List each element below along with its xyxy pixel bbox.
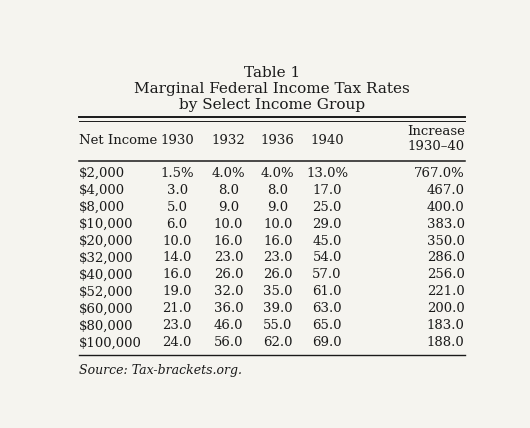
Text: by Select Income Group: by Select Income Group <box>179 98 365 112</box>
Text: 467.0: 467.0 <box>427 184 465 196</box>
Text: $40,000: $40,000 <box>78 268 133 282</box>
Text: Increase: Increase <box>407 125 465 138</box>
Text: 55.0: 55.0 <box>263 319 293 332</box>
Text: 3.0: 3.0 <box>166 184 188 196</box>
Text: 4.0%: 4.0% <box>261 167 295 180</box>
Text: 24.0: 24.0 <box>163 336 192 349</box>
Text: 6.0: 6.0 <box>166 217 188 231</box>
Text: 183.0: 183.0 <box>427 319 465 332</box>
Text: $4,000: $4,000 <box>78 184 125 196</box>
Text: 16.0: 16.0 <box>214 235 243 247</box>
Text: Net Income: Net Income <box>78 134 157 147</box>
Text: 4.0%: 4.0% <box>211 167 245 180</box>
Text: 286.0: 286.0 <box>427 252 465 265</box>
Text: 200.0: 200.0 <box>427 302 465 315</box>
Text: 16.0: 16.0 <box>162 268 192 282</box>
Text: 26.0: 26.0 <box>263 268 293 282</box>
Text: 45.0: 45.0 <box>312 235 342 247</box>
Text: 1940: 1940 <box>310 134 344 147</box>
Text: $32,000: $32,000 <box>78 252 133 265</box>
Text: 188.0: 188.0 <box>427 336 465 349</box>
Text: 8.0: 8.0 <box>267 184 288 196</box>
Text: $2,000: $2,000 <box>78 167 125 180</box>
Text: 1930: 1930 <box>160 134 194 147</box>
Text: 17.0: 17.0 <box>312 184 342 196</box>
Text: 35.0: 35.0 <box>263 285 293 298</box>
Text: 9.0: 9.0 <box>218 201 239 214</box>
Text: $80,000: $80,000 <box>78 319 133 332</box>
Text: 39.0: 39.0 <box>263 302 293 315</box>
Text: Source: Tax-brackets.org.: Source: Tax-brackets.org. <box>78 364 242 377</box>
Text: 221.0: 221.0 <box>427 285 465 298</box>
Text: 383.0: 383.0 <box>427 217 465 231</box>
Text: 14.0: 14.0 <box>163 252 192 265</box>
Text: 1930–40: 1930–40 <box>408 140 465 153</box>
Text: $8,000: $8,000 <box>78 201 125 214</box>
Text: 1932: 1932 <box>211 134 245 147</box>
Text: 21.0: 21.0 <box>163 302 192 315</box>
Text: 23.0: 23.0 <box>263 252 293 265</box>
Text: 23.0: 23.0 <box>162 319 192 332</box>
Text: 57.0: 57.0 <box>312 268 342 282</box>
Text: $100,000: $100,000 <box>78 336 142 349</box>
Text: 54.0: 54.0 <box>312 252 342 265</box>
Text: 767.0%: 767.0% <box>414 167 465 180</box>
Text: 61.0: 61.0 <box>312 285 342 298</box>
Text: $60,000: $60,000 <box>78 302 133 315</box>
Text: 5.0: 5.0 <box>166 201 188 214</box>
Text: 26.0: 26.0 <box>214 268 243 282</box>
Text: 13.0%: 13.0% <box>306 167 348 180</box>
Text: 1.5%: 1.5% <box>161 167 194 180</box>
Text: 32.0: 32.0 <box>214 285 243 298</box>
Text: 10.0: 10.0 <box>214 217 243 231</box>
Text: 10.0: 10.0 <box>263 217 293 231</box>
Text: $10,000: $10,000 <box>78 217 133 231</box>
Text: 8.0: 8.0 <box>218 184 239 196</box>
Text: 25.0: 25.0 <box>312 201 342 214</box>
Text: 65.0: 65.0 <box>312 319 342 332</box>
Text: Marginal Federal Income Tax Rates: Marginal Federal Income Tax Rates <box>134 82 410 96</box>
Text: 56.0: 56.0 <box>214 336 243 349</box>
Text: 19.0: 19.0 <box>162 285 192 298</box>
Text: Table 1: Table 1 <box>243 66 300 80</box>
Text: $52,000: $52,000 <box>78 285 133 298</box>
Text: 69.0: 69.0 <box>312 336 342 349</box>
Text: 350.0: 350.0 <box>427 235 465 247</box>
Text: $20,000: $20,000 <box>78 235 133 247</box>
Text: 400.0: 400.0 <box>427 201 465 214</box>
Text: 10.0: 10.0 <box>163 235 192 247</box>
Text: 63.0: 63.0 <box>312 302 342 315</box>
Text: 29.0: 29.0 <box>312 217 342 231</box>
Text: 46.0: 46.0 <box>214 319 243 332</box>
Text: 23.0: 23.0 <box>214 252 243 265</box>
Text: 1936: 1936 <box>261 134 295 147</box>
Text: 62.0: 62.0 <box>263 336 293 349</box>
Text: 9.0: 9.0 <box>267 201 288 214</box>
Text: 256.0: 256.0 <box>427 268 465 282</box>
Text: 16.0: 16.0 <box>263 235 293 247</box>
Text: 36.0: 36.0 <box>214 302 243 315</box>
